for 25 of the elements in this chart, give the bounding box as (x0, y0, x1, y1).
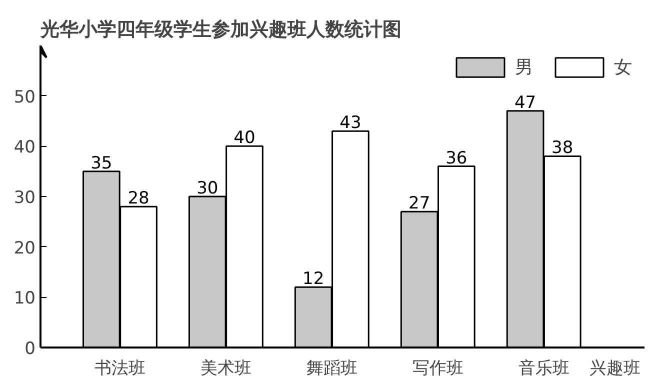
y-tick-label: 30 (14, 188, 36, 208)
data-label: 28 (128, 188, 150, 209)
y-tick-label: 20 (14, 238, 36, 258)
data-label: 35 (90, 153, 112, 174)
x-tick-label: 书法班 (94, 358, 146, 378)
x-tick-label: 舞蹈班 (306, 358, 358, 378)
x-tick-label: 美术班 (200, 358, 252, 378)
y-tick-label: 50 (14, 87, 36, 108)
x-tick-label: 音乐班 (518, 358, 570, 378)
legend-label: 男 (515, 56, 534, 79)
data-label: 43 (340, 113, 362, 134)
data-label: 36 (446, 148, 468, 168)
chart-title: 光华小学四年级学生参加兴趣班人数统计图 (40, 18, 402, 40)
y-tick-label: 10 (14, 288, 36, 309)
x-tick-label: 写作班 (412, 358, 464, 378)
data-label: 40 (234, 128, 256, 148)
data-label: 30 (196, 178, 218, 198)
data-label: 38 (552, 138, 574, 158)
y-tick-label: 40 (14, 138, 36, 158)
x-axis-title: 兴趣班 (589, 358, 640, 378)
legend-label: 女 (614, 56, 633, 79)
data-label: 27 (408, 194, 430, 214)
y-tick-label: 0 (24, 339, 36, 359)
data-label: 47 (514, 92, 536, 113)
data-label: 12 (302, 269, 324, 290)
